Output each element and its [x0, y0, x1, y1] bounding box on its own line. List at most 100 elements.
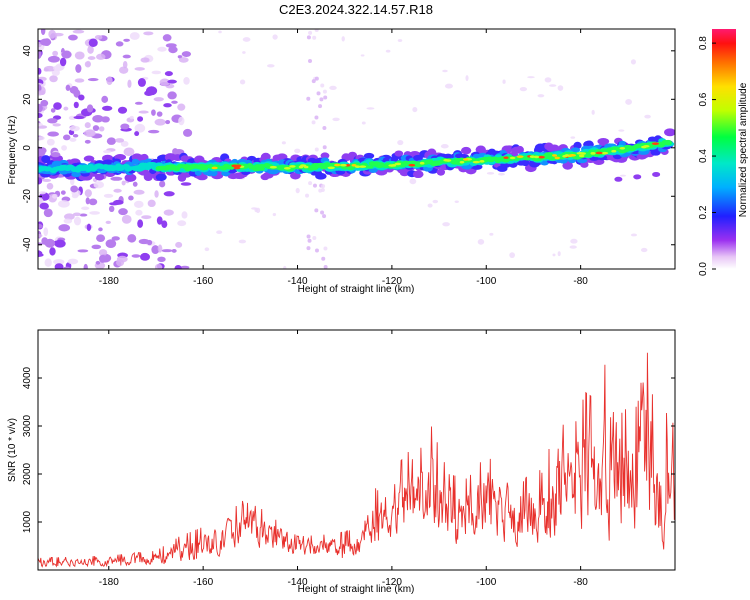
spectrogram-y-ticks: -40 -20 0 20 40 [22, 45, 675, 252]
noise-blob [154, 263, 163, 269]
noise-blob [134, 131, 140, 137]
noise-blob [141, 215, 152, 220]
noise-blob [242, 37, 251, 42]
noise-blob [138, 238, 150, 245]
noise-blob [105, 220, 111, 225]
noise-blob [570, 136, 576, 139]
noise-blob [127, 234, 137, 243]
noise-blob [163, 191, 175, 197]
ridge-blob [460, 146, 472, 155]
ridge-peak [233, 166, 241, 170]
noise-blob [323, 246, 328, 251]
ridge-blob [363, 152, 375, 159]
noise-blob [322, 145, 327, 150]
noise-blob [454, 200, 459, 203]
ridge-peak [509, 156, 516, 160]
noise-blob [72, 29, 85, 34]
noise-blob [306, 246, 311, 251]
noise-blob [644, 114, 651, 119]
noise-blob [40, 29, 46, 35]
colorbar-tick-label: 0.6 [698, 92, 709, 106]
noise-blob [311, 79, 316, 84]
ridge-peak [641, 145, 647, 149]
noise-blob [238, 239, 247, 244]
noise-blob [360, 54, 365, 57]
noise-blob [159, 180, 166, 188]
noise-blob [127, 79, 132, 88]
noise-blob [119, 66, 129, 74]
snr-line [38, 352, 675, 568]
y-tick-label: 0 [22, 145, 33, 151]
noise-blob [38, 233, 43, 238]
noise-blob [157, 244, 163, 253]
ridge-blob [664, 139, 672, 146]
noise-blob [133, 189, 145, 195]
noise-blob [96, 53, 106, 60]
noise-blob [157, 46, 167, 52]
noise-blob [498, 172, 505, 176]
noise-blob [123, 147, 135, 157]
spectrogram-y-label: Frequency (Hz) [7, 116, 18, 185]
colorbar: 0.0 0.2 0.4 0.6 0.8 Normalized spectral ampl… [698, 29, 749, 276]
snr-frame [37, 329, 676, 571]
noise-blob [486, 172, 495, 175]
noise-blob [165, 120, 171, 125]
noise-blob [544, 77, 552, 83]
x-tick-label: -140 [288, 276, 308, 287]
noise-blob [74, 51, 85, 60]
noise-blob [216, 230, 223, 234]
spectrogram-marks [38, 29, 675, 269]
noise-blob [137, 78, 146, 87]
noise-blob [68, 34, 78, 41]
noise-blob [444, 83, 453, 89]
colorbar-tick-label: 0.8 [698, 36, 709, 50]
noise-blob [101, 116, 110, 123]
noise-blob [57, 200, 70, 208]
noise-blob [73, 216, 82, 226]
noise-blob [412, 107, 418, 113]
noise-blob [110, 176, 123, 181]
noise-blob [84, 61, 91, 68]
noise-blob [113, 199, 124, 205]
noise-blob [320, 83, 325, 88]
noise-blob [106, 76, 113, 86]
ridge-blob [597, 138, 610, 145]
y-tick-label: 1000 [22, 510, 33, 533]
x-tick-label: -80 [573, 577, 588, 588]
snr-panel: -180 -160 -140 -120 -100 -80 1000 2000 3000 4000… [7, 329, 676, 595]
noise-blob [84, 122, 91, 129]
noise-blob [569, 245, 577, 249]
noise-blob [63, 266, 71, 269]
noise-blob [54, 239, 66, 248]
noise-blob [323, 95, 328, 100]
noise-blob [85, 197, 90, 205]
noise-blob [106, 137, 116, 145]
noise-blob [442, 69, 448, 73]
spectrogram-x-label: Height of straight line (km) [298, 284, 415, 295]
noise-blob [98, 227, 103, 232]
ridge-peak [211, 166, 218, 170]
ridge-peak [552, 154, 558, 157]
ridge-blob [83, 155, 95, 162]
noise-blob [52, 123, 61, 127]
noise-blob [267, 64, 275, 68]
colorbar-tick-label: 0.2 [698, 205, 709, 219]
noise-blob [171, 248, 177, 253]
noise-blob [58, 224, 71, 232]
ridge-blob [521, 159, 530, 167]
noise-blob [123, 38, 130, 42]
noise-blob [154, 190, 159, 198]
noise-blob [316, 91, 321, 96]
noise-blob [53, 65, 64, 72]
noise-blob [84, 189, 92, 198]
noise-blob [314, 115, 319, 120]
noise-blob [318, 188, 323, 193]
noise-blob [38, 223, 43, 229]
noise-blob [163, 103, 172, 108]
ridge-blob [515, 145, 524, 154]
noise-blob [121, 214, 132, 224]
noise-blob [61, 50, 72, 59]
noise-blob [640, 247, 648, 253]
ridge-peak [619, 147, 626, 150]
noise-blob [181, 211, 188, 219]
